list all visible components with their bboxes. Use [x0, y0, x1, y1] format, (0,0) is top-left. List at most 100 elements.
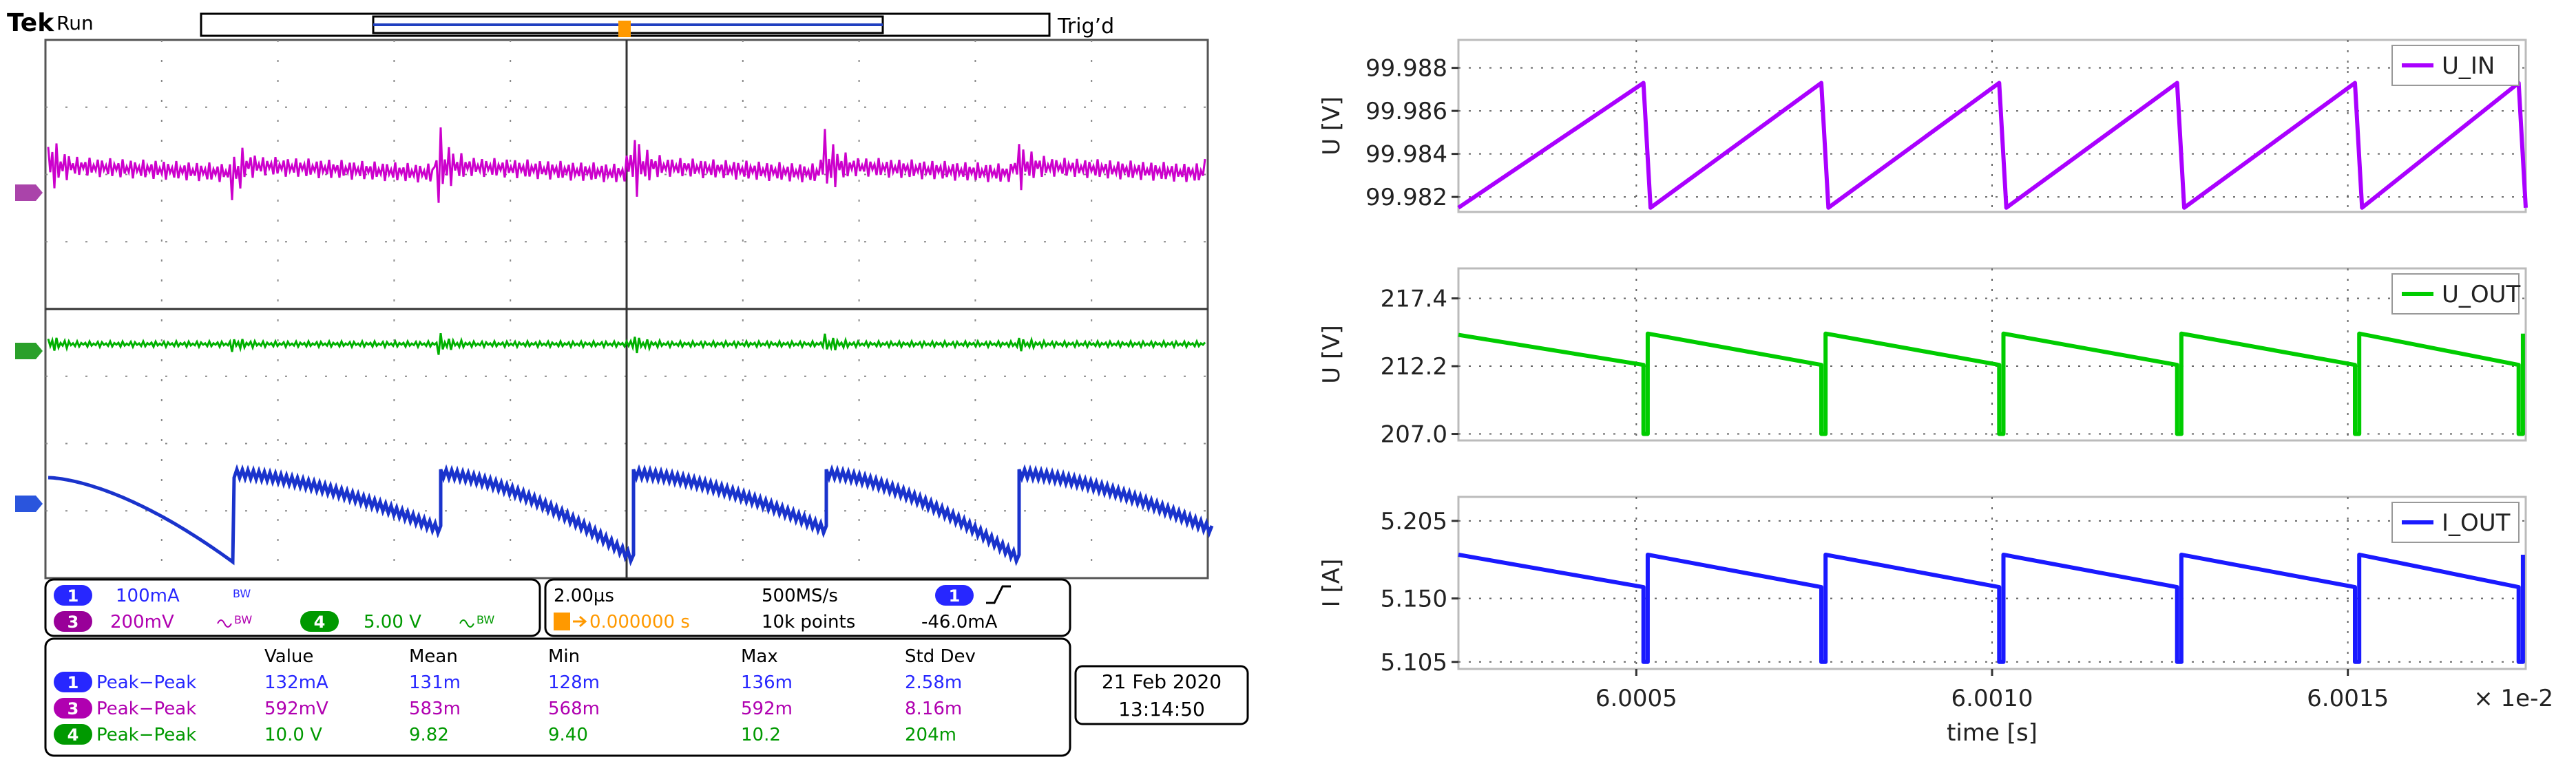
plot-frame	[1457, 496, 2527, 670]
measurements-panel	[44, 637, 1071, 757]
scope-date: 21 Feb 2020	[1102, 670, 1222, 693]
scope-grid	[45, 40, 1208, 578]
meas-cell: 592m	[741, 699, 793, 719]
ch1-scale: 100mA	[116, 586, 180, 606]
rising-edge-icon	[986, 585, 1011, 604]
meas-badge-label: 4	[67, 725, 79, 745]
ch1-bw-limit: BW	[233, 587, 251, 600]
y-tick-label: 99.988	[1365, 55, 1447, 83]
record-length: 10k points	[762, 612, 855, 632]
y-tick-label: 99.984	[1365, 141, 1447, 169]
legend-label: U_IN	[2442, 52, 2495, 80]
timebase-scale: 2.00µs	[554, 586, 614, 606]
meas-cell: 568m	[548, 699, 600, 719]
meas-badge-label: 1	[67, 673, 79, 692]
plot-frame	[1457, 267, 2527, 442]
legend-label: U_OUT	[2442, 281, 2521, 308]
y-tick-label: 217.4	[1381, 286, 1447, 313]
x-axis-label: time [s]	[1947, 719, 2038, 747]
meas-header: Min	[548, 646, 580, 667]
y-axis-label: U [V]	[1318, 96, 1345, 155]
meas-cell: 10.2	[741, 725, 781, 745]
series-line	[1458, 553, 2525, 664]
meas-header: Max	[741, 646, 778, 667]
meas-name: Peak−Peak	[96, 699, 196, 719]
ch4-badge-label: 4	[314, 613, 326, 632]
y-tick-label: 5.105	[1381, 649, 1447, 677]
simulation-plots: 99.988 99.986 99.984 99.982 U [V] U_IN 217.4 21…	[1318, 39, 2553, 747]
ch3-bw-limit: BW	[234, 613, 252, 626]
y-axis-label: U [V]	[1318, 325, 1345, 383]
x-tick-label: 6.0010	[1951, 685, 2033, 712]
meas-badge	[54, 724, 92, 745]
meas-cell: 132mA	[264, 672, 328, 693]
meas-cell: 136m	[741, 672, 793, 693]
measurement-headers: Value Mean Min Max Std Dev	[264, 646, 976, 667]
meas-cell: 128m	[548, 672, 600, 693]
trigger-delay: 0.000000 s	[589, 612, 690, 632]
meas-header: Mean	[409, 646, 458, 667]
x-offset-label: × 1e-2	[2473, 685, 2553, 712]
trigger-delay-icon	[554, 613, 570, 630]
meas-badge	[54, 698, 92, 719]
y-tick-label: 5.150	[1381, 586, 1447, 613]
meas-badge	[54, 672, 92, 692]
oscilloscope-screenshot: Tek Run Trig’d T 1 100mA BW 3 200mV BW 4…	[7, 9, 1249, 757]
scope-time: 13:14:50	[1118, 698, 1205, 721]
meas-cell: 204m	[905, 725, 956, 745]
ch4-scale: 5.00 V	[364, 612, 421, 632]
measurement-rows: 1 Peak−Peak 132mA 131m 128m 136m 2.58m 3 Peak−Pe…	[54, 672, 962, 745]
series-line	[1457, 81, 2528, 210]
legend-label: I_OUT	[2442, 509, 2511, 537]
meas-header: Value	[264, 646, 313, 667]
trigger-position-marker	[618, 21, 631, 37]
y-axis-label: I [A]	[1318, 559, 1345, 608]
tek-logo: Tek	[7, 9, 54, 37]
ch4-badge	[300, 611, 339, 632]
datetime-box	[1074, 665, 1249, 725]
trigger-source-label: 1	[949, 586, 961, 606]
ch1-trace	[48, 464, 1214, 566]
meas-cell: 131m	[409, 672, 461, 693]
x-tick-label: 6.0005	[1595, 685, 1677, 712]
ch4-bw-limit: BW	[477, 613, 494, 626]
ch1-badge-label: 1	[67, 586, 79, 606]
y-tick-label: 207.0	[1381, 421, 1447, 449]
meas-cell: 583m	[409, 699, 461, 719]
meas-cell: 9.82	[409, 725, 449, 745]
ch4-ground-marker	[15, 343, 43, 359]
sample-rate: 500MS/s	[762, 586, 838, 606]
run-status: Run	[56, 12, 94, 34]
ch3-scale: 200mV	[110, 612, 174, 632]
meas-cell: 8.16m	[905, 699, 962, 719]
trigger-source-badge	[935, 585, 974, 606]
meas-cell: 592mV	[264, 699, 328, 719]
y-tick-label: 99.982	[1365, 184, 1447, 211]
meas-badge-label: 3	[67, 699, 79, 719]
meas-name: Peak−Peak	[96, 672, 196, 693]
ch4-trace	[47, 333, 1206, 355]
scope-traces	[47, 127, 1214, 566]
x-tick-label: 6.0015	[2307, 685, 2389, 712]
y-tick-label: 99.986	[1365, 98, 1447, 125]
ch3-badge-label: 3	[67, 613, 79, 632]
channel-settings-panel	[44, 578, 541, 637]
ch3-trace	[47, 127, 1206, 203]
plot-frame	[1457, 39, 2527, 213]
ch1-badge	[54, 585, 92, 606]
meas-cell: 10.0 V	[264, 725, 322, 745]
series-line	[1458, 331, 2525, 436]
meas-cell: 9.40	[548, 725, 588, 745]
meas-cell: 2.58m	[905, 672, 962, 693]
ch1-ground-marker	[15, 496, 43, 512]
trigger-level: -46.0mA	[921, 612, 998, 632]
trig-status: Trig’d	[1057, 14, 1114, 39]
y-tick-label: 212.2	[1381, 353, 1447, 381]
y-tick-label: 5.205	[1381, 508, 1447, 535]
ch3-coupling-icon	[217, 619, 232, 628]
ch4-coupling-icon	[459, 619, 474, 628]
ch3-badge	[54, 611, 92, 632]
meas-name: Peak−Peak	[96, 725, 196, 745]
trigger-delay-arrow-icon	[573, 615, 587, 628]
meas-header: Std Dev	[905, 646, 976, 667]
